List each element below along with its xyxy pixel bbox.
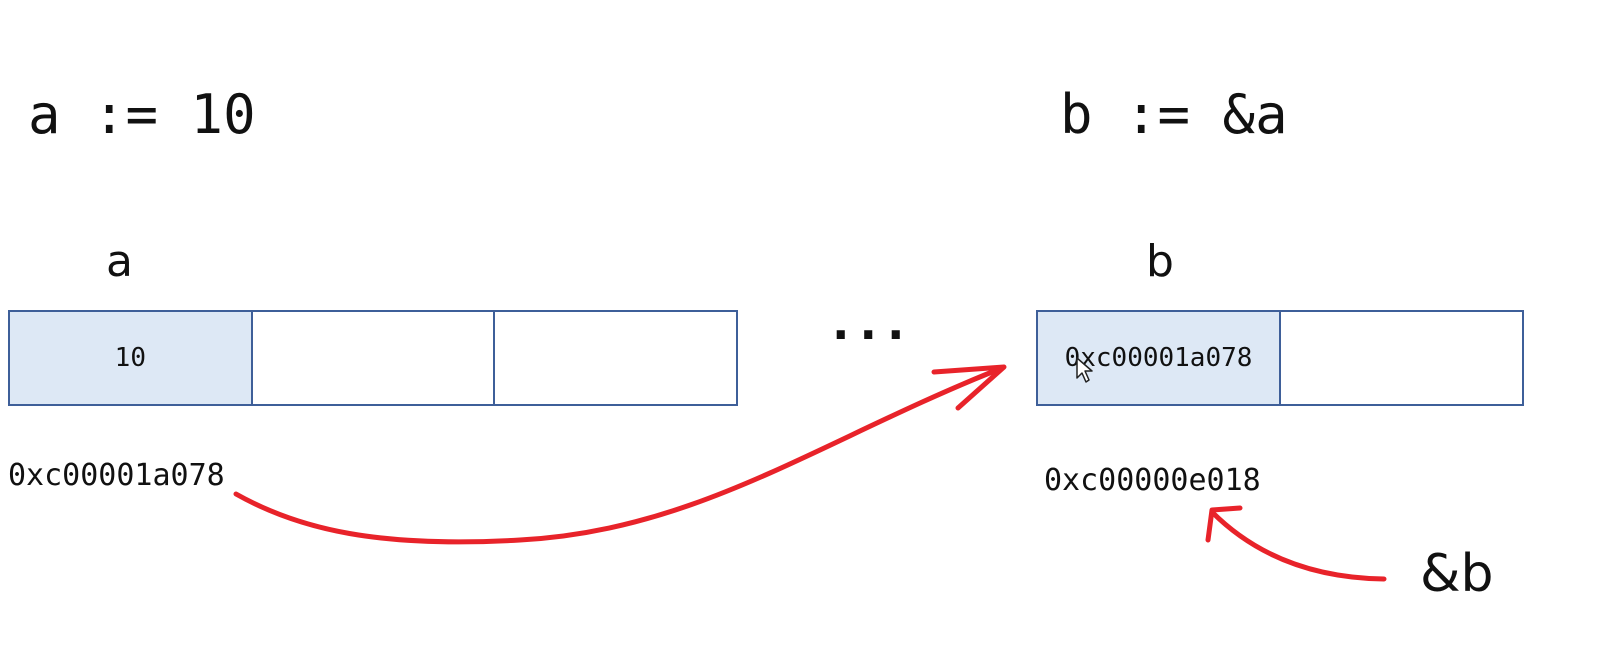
memory-cell-b-1 [1281, 312, 1522, 404]
memory-cell-a-1 [253, 312, 496, 404]
variable-label-a: a [106, 240, 133, 284]
pointer-arrow-head [934, 367, 1004, 408]
memory-cell-a-2 [495, 312, 736, 404]
address-label-a: 0xc00001a078 [8, 461, 225, 491]
ellipsis-gap: ... [832, 300, 914, 346]
statement-assign-b: b := &a [1060, 88, 1288, 142]
memory-cell-a-0: 10 [10, 312, 253, 404]
address-of-b-label: &b [1420, 548, 1494, 600]
variable-label-b: b [1146, 240, 1174, 284]
address-of-b-arrow-curve [1212, 512, 1384, 579]
statement-assign-a: a := 10 [28, 88, 256, 142]
memory-row-b: 0xc00001a078 [1036, 310, 1524, 406]
memory-cell-b-0: 0xc00001a078 [1038, 312, 1281, 404]
memory-row-a: 10 [8, 310, 738, 406]
address-of-b-arrow-head [1208, 508, 1240, 540]
address-label-b: 0xc00000e018 [1044, 466, 1261, 496]
